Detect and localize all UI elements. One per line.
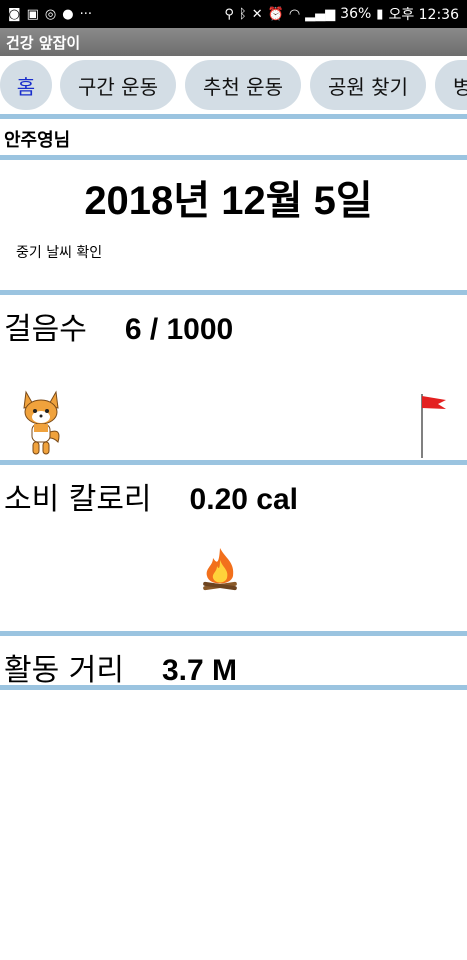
divider: [0, 114, 467, 119]
status-time: 오후 12:36: [388, 7, 459, 23]
steps-row: 걸음수 6 / 1000: [4, 304, 233, 348]
tab-home-label: 홈: [16, 74, 36, 99]
battery-percent: 36%: [340, 6, 372, 22]
app-title-bar: 건강 앞잡이: [0, 28, 467, 56]
tab-find-park[interactable]: 공원 찾기: [310, 60, 426, 110]
user-name: 안주영님: [4, 130, 71, 151]
divider: [0, 155, 467, 160]
tab-recommended-exercise[interactable]: 추천 운동: [185, 60, 301, 110]
clock-app-icon: ◎: [44, 6, 57, 22]
location-icon: ⚲: [224, 6, 234, 22]
divider: [0, 631, 467, 636]
divider: [0, 290, 467, 295]
tab-find-park-label: 공원 찾기: [328, 74, 408, 99]
more-dots-icon: ···: [79, 6, 93, 22]
fire-icon: [203, 548, 237, 591]
app-title: 건강 앞잡이: [6, 33, 81, 52]
tab-strip: 홈 구간 운동 추천 운동 공원 찾기 병: [0, 56, 467, 114]
tab-hospital[interactable]: 병: [435, 60, 467, 110]
status-left-icons: ◙ ▣ ◎ ● ···: [8, 8, 92, 21]
distance-row: 활동 거리 3.7 M: [4, 645, 237, 689]
status-bar: ◙ ▣ ◎ ● ··· ⚲ ᛒ ✕ ⏰ ◠ ▂▄▆ 36% ▮ 오후 12:36: [0, 0, 467, 28]
bluetooth-icon: ᛒ: [238, 6, 247, 22]
wifi-icon: ◠: [288, 6, 301, 22]
alarm-icon: ⏰: [267, 6, 284, 22]
mute-icon: ✕: [251, 6, 263, 22]
divider: [0, 685, 467, 690]
tab-section-exercise[interactable]: 구간 운동: [60, 60, 176, 110]
goal-flag-icon: [421, 394, 446, 458]
tab-recommended-exercise-label: 추천 운동: [203, 74, 283, 99]
calories-value: 0.20 cal: [189, 483, 298, 516]
weather-forecast-link[interactable]: 중기 날씨 확인: [16, 245, 103, 261]
steps-label: 걸음수: [4, 312, 87, 347]
steps-value: 6 / 1000: [124, 313, 234, 346]
today-date: 2018년 12월 5일: [84, 179, 373, 223]
fox-character-icon: [23, 390, 60, 455]
signal-icon: ▂▄▆: [305, 6, 336, 22]
tab-hospital-label: 병: [453, 74, 467, 99]
distance-value: 3.7 M: [161, 654, 237, 687]
battery-icon: ▮: [376, 6, 384, 22]
tab-home[interactable]: 홈: [0, 60, 52, 110]
distance-label: 활동 거리: [4, 653, 124, 688]
divider: [0, 460, 467, 465]
tab-section-exercise-label: 구간 운동: [78, 74, 158, 99]
gallery-icon: ▣: [26, 6, 39, 22]
whatsapp-icon: ◙: [8, 6, 21, 22]
calories-row: 소비 칼로리 0.20 cal: [4, 474, 298, 518]
talk-icon: ●: [62, 6, 74, 22]
calories-label: 소비 칼로리: [4, 482, 152, 517]
status-right: ⚲ ᛒ ✕ ⏰ ◠ ▂▄▆ 36% ▮ 오후 12:36: [224, 4, 459, 24]
